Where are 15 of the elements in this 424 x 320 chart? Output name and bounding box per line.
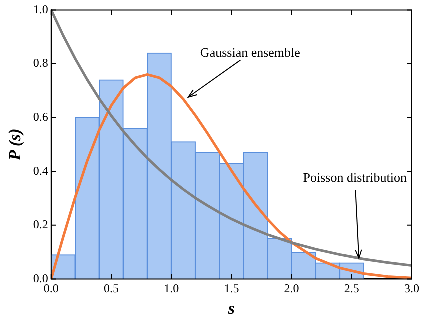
y-tick-label: 0.6 bbox=[33, 110, 48, 124]
y-tick-label: 0.8 bbox=[33, 56, 48, 70]
y-tick-label: 0.2 bbox=[33, 218, 48, 232]
y-tick-label: 1.0 bbox=[33, 2, 48, 16]
annotation: Gaussian ensemble bbox=[200, 44, 301, 60]
x-tick-label: 1.0 bbox=[164, 282, 180, 296]
y-axis-title: P (s) bbox=[6, 128, 25, 162]
x-tick-label: 3.0 bbox=[404, 282, 420, 296]
x-tick-label: 0.5 bbox=[104, 282, 119, 296]
y-tick-label: 0.4 bbox=[33, 164, 48, 178]
x-tick-label: 2.0 bbox=[284, 282, 300, 296]
annotation: Poisson distribution bbox=[303, 170, 408, 185]
x-tick-label: 2.5 bbox=[344, 282, 360, 296]
x-axis-title: s bbox=[227, 299, 236, 318]
x-tick-label: 1.5 bbox=[224, 282, 240, 296]
